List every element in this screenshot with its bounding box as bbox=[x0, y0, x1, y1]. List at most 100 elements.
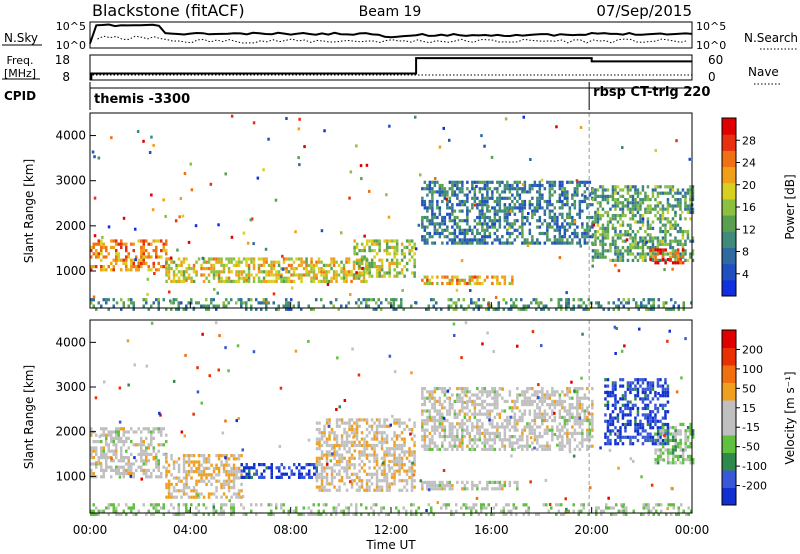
echo-cell bbox=[641, 252, 645, 256]
echo-cell bbox=[521, 403, 524, 407]
echo-cell bbox=[145, 298, 148, 302]
echo-cell bbox=[455, 288, 459, 292]
echo-cell bbox=[481, 238, 484, 242]
echo-cell bbox=[350, 273, 353, 277]
echo-cell bbox=[140, 249, 143, 253]
echo-cell bbox=[275, 279, 278, 283]
echo-cell bbox=[436, 203, 439, 207]
echo-cell bbox=[483, 235, 487, 239]
echo-cell bbox=[322, 276, 326, 280]
echo-cell bbox=[92, 295, 96, 299]
echo-cell bbox=[513, 228, 517, 232]
echo-cell bbox=[576, 180, 579, 184]
echo-cell bbox=[112, 509, 115, 513]
echo-cell bbox=[247, 270, 251, 274]
echo-cell bbox=[408, 453, 411, 457]
echo-cell bbox=[217, 304, 220, 308]
echo-cell bbox=[120, 258, 123, 262]
echo-cell bbox=[428, 199, 432, 204]
echo-cell bbox=[586, 447, 589, 451]
echo-cell bbox=[622, 298, 625, 302]
echo-cell bbox=[664, 217, 667, 221]
echo-cell bbox=[110, 459, 113, 463]
echo-cell bbox=[343, 482, 346, 486]
echo-cell bbox=[320, 267, 323, 271]
echo-cell bbox=[542, 307, 545, 311]
echo-cell bbox=[654, 261, 657, 265]
echo-cell bbox=[468, 438, 472, 442]
echo-cell bbox=[463, 199, 467, 204]
echo-cell bbox=[456, 438, 459, 442]
echo-cell bbox=[287, 263, 291, 267]
echo-cell bbox=[441, 487, 444, 491]
echo-cell bbox=[666, 384, 670, 388]
echo-cell bbox=[318, 421, 321, 425]
echo-cell bbox=[579, 126, 583, 129]
echo-cell bbox=[375, 271, 379, 275]
echo-cell bbox=[689, 458, 692, 462]
echo-cell bbox=[676, 458, 680, 462]
echo-cell bbox=[295, 257, 298, 261]
echo-cell bbox=[651, 248, 655, 252]
echo-cell bbox=[666, 217, 670, 221]
echo-cell bbox=[285, 301, 288, 305]
echo-cell bbox=[380, 424, 384, 428]
echo-cell bbox=[629, 217, 632, 221]
echo-cell bbox=[325, 279, 328, 283]
echo-cell bbox=[433, 212, 437, 216]
echo-cell bbox=[337, 263, 341, 267]
echo-cell bbox=[225, 460, 228, 464]
echo-cell bbox=[414, 247, 418, 251]
echo-cell bbox=[120, 242, 123, 246]
echo-cell bbox=[573, 220, 577, 224]
echo-cell bbox=[105, 459, 108, 463]
echo-cell bbox=[647, 301, 650, 305]
echo-cell bbox=[498, 215, 502, 220]
echo-cell bbox=[586, 235, 589, 239]
echo-cell bbox=[400, 431, 404, 435]
echo-cell bbox=[435, 301, 438, 305]
echo-cell bbox=[413, 421, 416, 425]
echo-cell bbox=[105, 301, 108, 305]
echo-cell bbox=[498, 412, 502, 416]
echo-cell bbox=[197, 470, 201, 474]
echo-cell bbox=[475, 301, 478, 305]
echo-cell bbox=[591, 415, 594, 419]
echo-cell bbox=[170, 457, 173, 461]
echo-cell bbox=[375, 301, 378, 305]
echo-cell bbox=[521, 183, 525, 186]
echo-cell bbox=[636, 426, 640, 430]
echo-cell bbox=[578, 215, 582, 220]
echo-cell bbox=[185, 503, 188, 507]
echo-cell bbox=[656, 419, 660, 423]
echo-cell bbox=[300, 279, 303, 283]
echo-cell bbox=[157, 449, 160, 453]
echo-cell bbox=[468, 209, 472, 213]
echo-cell bbox=[443, 393, 447, 397]
echo-cell bbox=[431, 199, 434, 204]
echo-cell bbox=[624, 390, 627, 395]
echo-cell bbox=[543, 187, 547, 191]
echo-cell bbox=[247, 279, 251, 283]
echo-cell bbox=[503, 190, 507, 194]
echo-cell bbox=[122, 216, 126, 220]
echo-cell bbox=[378, 466, 381, 470]
echo-cell bbox=[543, 431, 547, 435]
echo-cell bbox=[357, 267, 361, 271]
echo-cell bbox=[671, 426, 675, 430]
echo-cell bbox=[656, 185, 660, 189]
echo-cell bbox=[373, 431, 376, 435]
echo-cell bbox=[330, 475, 334, 480]
echo-cell bbox=[127, 436, 130, 440]
echo-cell bbox=[679, 207, 682, 211]
echo-cell bbox=[553, 390, 557, 394]
echo-cell bbox=[413, 265, 416, 269]
echo-cell bbox=[508, 212, 512, 216]
echo-cell bbox=[463, 415, 467, 419]
echo-cell bbox=[112, 258, 115, 262]
echo-cell bbox=[576, 419, 579, 423]
echo-cell bbox=[686, 429, 690, 433]
echo-cell bbox=[466, 425, 469, 429]
echo-cell bbox=[616, 435, 620, 439]
echo-cell bbox=[453, 435, 457, 439]
